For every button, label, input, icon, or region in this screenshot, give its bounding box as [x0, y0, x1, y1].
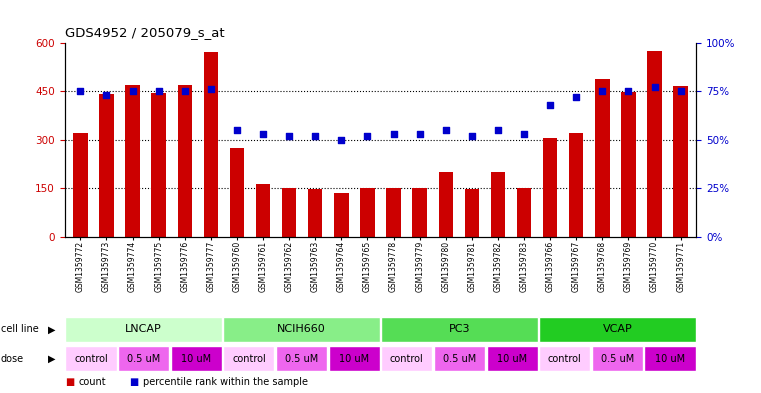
Bar	[118, 346, 169, 371]
Bar	[276, 346, 327, 371]
Text: control: control	[548, 353, 581, 364]
Point	[413, 131, 425, 137]
Bar	[256, 184, 270, 237]
Bar	[465, 189, 479, 237]
Text: percentile rank within the sample: percentile rank within the sample	[143, 377, 308, 387]
Text: 10 uM: 10 uM	[181, 353, 212, 364]
Bar	[73, 133, 88, 237]
Text: 10 uM: 10 uM	[655, 353, 685, 364]
Bar	[381, 317, 537, 342]
Bar	[126, 84, 140, 237]
Bar	[540, 317, 696, 342]
Bar	[491, 172, 505, 237]
Bar	[543, 138, 557, 237]
Bar	[438, 172, 453, 237]
Point	[597, 88, 609, 94]
Text: 10 uM: 10 uM	[339, 353, 369, 364]
Point	[205, 86, 217, 92]
Text: ■: ■	[129, 377, 139, 387]
Point	[152, 88, 164, 94]
Text: PC3: PC3	[449, 325, 470, 334]
Text: cell line: cell line	[1, 325, 39, 334]
Text: 0.5 uM: 0.5 uM	[443, 353, 476, 364]
Bar	[517, 188, 531, 237]
Bar	[595, 79, 610, 237]
Point	[674, 88, 686, 94]
Point	[179, 88, 191, 94]
Text: ■: ■	[65, 377, 74, 387]
Point	[466, 133, 478, 139]
Point	[622, 88, 635, 94]
Bar	[486, 346, 537, 371]
Bar	[204, 52, 218, 237]
Bar	[673, 86, 688, 237]
Point	[570, 94, 582, 100]
Text: GDS4952 / 205079_s_at: GDS4952 / 205079_s_at	[65, 26, 224, 39]
Bar	[151, 93, 166, 237]
Bar	[230, 148, 244, 237]
Point	[126, 88, 139, 94]
Bar	[224, 317, 380, 342]
Point	[75, 88, 87, 94]
Point	[283, 133, 295, 139]
Bar	[569, 133, 584, 237]
Text: 10 uM: 10 uM	[497, 353, 527, 364]
Bar	[387, 188, 401, 237]
Bar	[592, 346, 643, 371]
Text: ▶: ▶	[48, 353, 56, 364]
Point	[336, 137, 348, 143]
Point	[387, 131, 400, 137]
Bar	[329, 346, 380, 371]
Text: LNCAP: LNCAP	[126, 325, 162, 334]
Bar	[360, 188, 374, 237]
Bar	[412, 188, 427, 237]
Point	[257, 131, 269, 137]
Point	[518, 131, 530, 137]
Bar	[65, 346, 116, 371]
Bar	[381, 346, 432, 371]
Bar	[621, 92, 635, 237]
Text: VCAP: VCAP	[603, 325, 632, 334]
Text: 0.5 uM: 0.5 uM	[285, 353, 318, 364]
Point	[361, 133, 374, 139]
Bar	[224, 346, 275, 371]
Point	[309, 133, 321, 139]
Bar	[282, 188, 296, 237]
Bar	[65, 317, 221, 342]
Bar	[170, 346, 221, 371]
Point	[492, 127, 504, 133]
Text: control: control	[74, 353, 108, 364]
Bar	[99, 94, 113, 237]
Bar	[645, 346, 696, 371]
Text: control: control	[232, 353, 266, 364]
Bar	[177, 84, 192, 237]
Bar	[334, 193, 349, 237]
Bar	[648, 51, 662, 237]
Text: NCIH660: NCIH660	[277, 325, 326, 334]
Text: ▶: ▶	[48, 325, 56, 334]
Text: control: control	[390, 353, 424, 364]
Bar	[434, 346, 485, 371]
Point	[648, 84, 661, 90]
Bar	[540, 346, 591, 371]
Text: 0.5 uM: 0.5 uM	[127, 353, 161, 364]
Text: 0.5 uM: 0.5 uM	[600, 353, 634, 364]
Point	[231, 127, 243, 133]
Point	[100, 92, 113, 98]
Point	[544, 102, 556, 108]
Text: dose: dose	[1, 353, 24, 364]
Bar	[308, 189, 323, 237]
Text: count: count	[78, 377, 106, 387]
Point	[440, 127, 452, 133]
